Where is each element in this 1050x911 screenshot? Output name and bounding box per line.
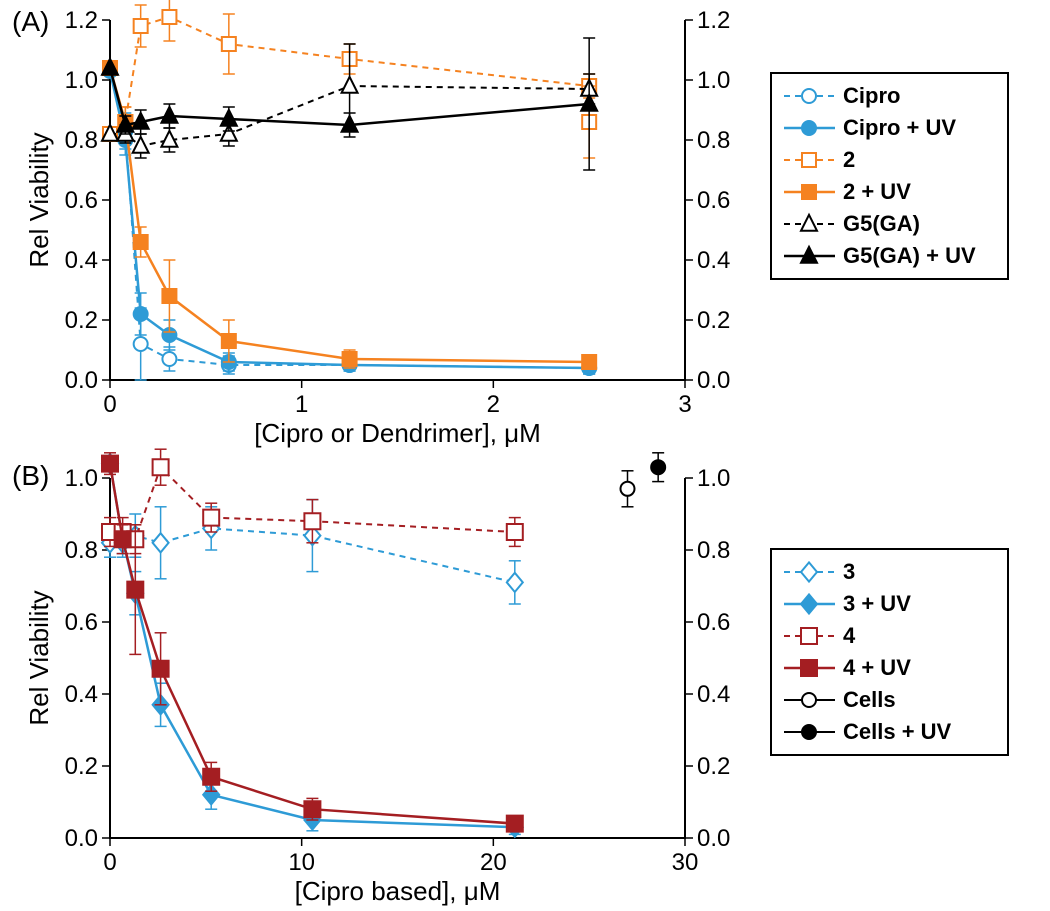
svg-text:20: 20 xyxy=(480,849,507,876)
svg-text:0.2: 0.2 xyxy=(697,753,730,780)
legend-item: Cells xyxy=(782,684,997,716)
legend-b: 3 3 + UV 4 4 + UV Cells Cells + UV xyxy=(770,548,1009,756)
svg-text:0.4: 0.4 xyxy=(65,681,98,708)
legend-item: 2 xyxy=(782,144,997,176)
legend-a: Cipro Cipro + UV 2 2 + UV G5(GA) G5(GA) + UV xyxy=(770,72,1009,280)
legend-item: 3 + UV xyxy=(782,588,997,620)
svg-text:0.2: 0.2 xyxy=(65,753,98,780)
legend-item: 4 xyxy=(782,620,997,652)
svg-text:0.8: 0.8 xyxy=(697,537,730,564)
legend-label: 4 xyxy=(843,623,855,649)
svg-text:0.6: 0.6 xyxy=(65,609,98,636)
series-cells-uv xyxy=(651,453,665,482)
legend-item: Cipro xyxy=(782,80,997,112)
legend-item: 3 xyxy=(782,556,997,588)
legend-label: Cells + UV xyxy=(843,719,951,745)
svg-text:0.4: 0.4 xyxy=(697,681,730,708)
series-cells xyxy=(621,471,635,507)
legend-item: G5(GA) + UV xyxy=(782,240,997,272)
svg-text:0.6: 0.6 xyxy=(697,609,730,636)
svg-text:1.0: 1.0 xyxy=(65,465,98,492)
svg-text:[Cipro based], μM: [Cipro based], μM xyxy=(295,876,501,906)
legend-label: 3 + UV xyxy=(843,591,911,617)
legend-item: 2 + UV xyxy=(782,176,997,208)
legend-label: 4 + UV xyxy=(843,655,911,681)
legend-label: Cipro + UV xyxy=(843,115,956,141)
legend-item: Cells + UV xyxy=(782,716,997,748)
legend-label: Cells xyxy=(843,687,896,713)
legend-label: 2 xyxy=(843,147,855,173)
legend-label: Cipro xyxy=(843,83,900,109)
legend-label: 3 xyxy=(843,559,855,585)
figure-root: (A) (B) 01230.00.20.40.60.81.01.20.00.20… xyxy=(0,0,1050,911)
svg-text:1.0: 1.0 xyxy=(697,465,730,492)
svg-text:0.0: 0.0 xyxy=(65,825,98,852)
legend-label: 2 + UV xyxy=(843,179,911,205)
legend-item: Cipro + UV xyxy=(782,112,997,144)
chart-b: 01020300.00.20.40.60.81.00.00.20.40.60.8… xyxy=(0,0,760,911)
svg-text:30: 30 xyxy=(672,849,699,876)
svg-text:0: 0 xyxy=(103,849,116,876)
svg-text:0.0: 0.0 xyxy=(697,825,730,852)
legend-item: 4 + UV xyxy=(782,652,997,684)
svg-text:Rel Viability: Rel Viability xyxy=(24,590,54,725)
legend-item: G5(GA) xyxy=(782,208,997,240)
legend-label: G5(GA) + UV xyxy=(843,243,976,269)
svg-text:0.8: 0.8 xyxy=(65,537,98,564)
legend-label: G5(GA) xyxy=(843,211,920,237)
svg-text:10: 10 xyxy=(288,849,315,876)
